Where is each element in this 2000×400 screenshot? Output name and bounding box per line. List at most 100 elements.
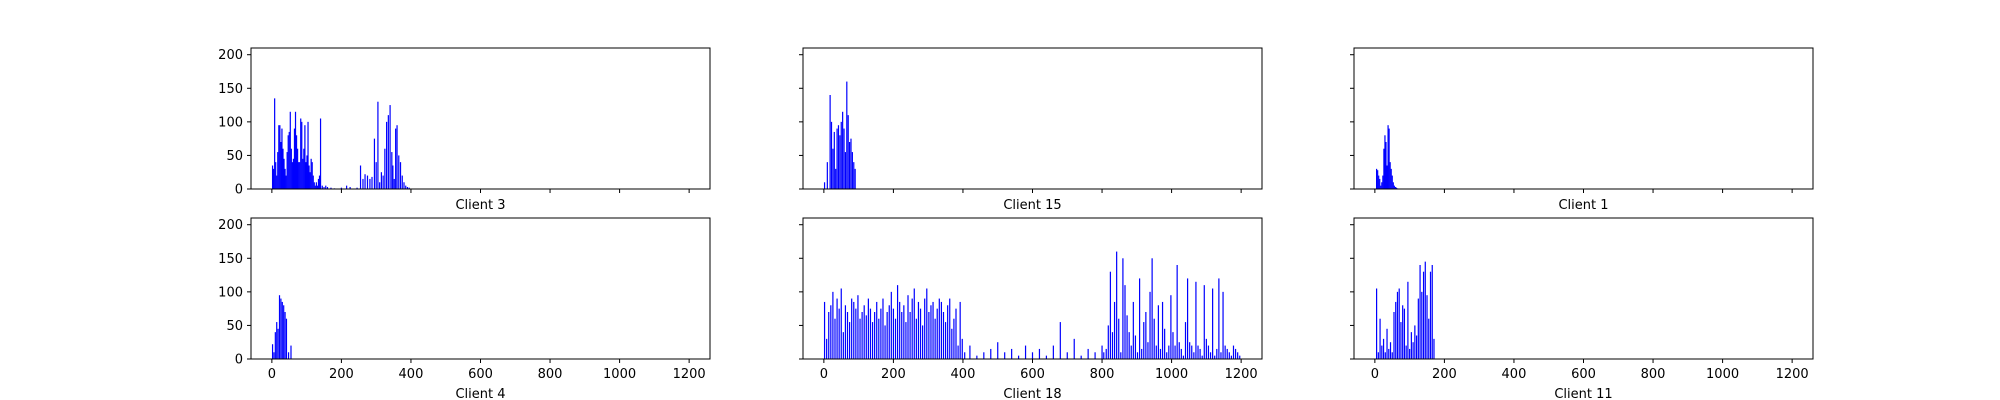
x-tick-label: 200 — [1432, 367, 1457, 382]
bar — [1017, 355, 1020, 359]
bar — [1400, 322, 1402, 359]
bars-client-1 — [1376, 125, 1399, 189]
bar — [406, 186, 409, 189]
bar — [1101, 345, 1103, 359]
bar — [1109, 271, 1111, 359]
bar — [1415, 335, 1418, 359]
bar — [876, 301, 878, 359]
bar — [1403, 308, 1406, 359]
bar — [926, 288, 928, 359]
bar — [1124, 285, 1126, 359]
x-tick-label: 400 — [399, 367, 424, 382]
bar — [1128, 332, 1130, 359]
x-tick-label: 0 — [820, 367, 828, 382]
y-tick-label: 50 — [226, 149, 243, 164]
bar — [371, 176, 373, 189]
x-axis-ticks — [823, 189, 1242, 193]
bar — [1392, 182, 1394, 189]
bar — [940, 301, 942, 359]
bar — [271, 165, 274, 189]
bar — [832, 291, 834, 359]
bar — [869, 308, 872, 359]
bar — [396, 125, 398, 189]
y-axis-ticks — [799, 54, 803, 190]
bar — [1105, 348, 1107, 359]
bars-client-4 — [271, 295, 292, 359]
bar — [874, 312, 876, 359]
bar — [1212, 288, 1214, 359]
bar — [890, 291, 892, 359]
bar — [280, 142, 282, 189]
bar — [838, 308, 840, 359]
bar — [840, 288, 842, 359]
bar — [278, 295, 281, 359]
bar — [894, 318, 897, 359]
bar — [286, 152, 288, 189]
bar — [290, 345, 292, 359]
x-axis-ticks: 0 200 400 600 800 1000 1200 — [820, 359, 1258, 382]
bar — [1390, 168, 1392, 189]
bar — [1201, 355, 1203, 359]
bar — [362, 178, 364, 189]
bar — [961, 338, 963, 359]
bar — [1153, 318, 1155, 359]
bar — [1189, 342, 1191, 359]
x-axis-label: Client 4 — [455, 387, 505, 400]
bar — [379, 182, 381, 189]
y-axis-ticks — [799, 224, 803, 360]
bar — [303, 148, 305, 189]
subplot-client-1: Client 1 — [1350, 47, 1814, 213]
bar — [930, 305, 932, 359]
bar — [969, 345, 971, 359]
bar — [983, 352, 985, 359]
bar — [295, 135, 298, 189]
bar — [292, 158, 295, 189]
bar — [850, 138, 852, 189]
bar — [298, 162, 300, 189]
bar — [861, 312, 863, 359]
bar — [924, 298, 926, 359]
bar — [321, 185, 323, 189]
bar — [307, 121, 309, 189]
bar — [305, 162, 307, 189]
bar — [1220, 352, 1222, 359]
bar — [384, 148, 386, 189]
bar — [1184, 322, 1187, 359]
bar — [1395, 301, 1397, 359]
bar — [865, 315, 867, 359]
bar — [1094, 352, 1096, 359]
bar — [1024, 345, 1027, 359]
bar — [346, 185, 348, 189]
bar — [395, 128, 397, 189]
bar — [1424, 261, 1426, 359]
bar — [871, 322, 874, 359]
bar — [829, 95, 831, 189]
bar — [1186, 278, 1189, 359]
bar — [882, 298, 884, 359]
bar — [1147, 342, 1149, 359]
bar — [1107, 325, 1109, 359]
bar — [284, 168, 286, 189]
bar — [834, 318, 836, 359]
bar — [1149, 291, 1151, 359]
x-tick-label: 800 — [538, 367, 563, 382]
bar — [1038, 348, 1041, 359]
bar — [273, 352, 275, 359]
x-tick-label: 600 — [1571, 367, 1596, 382]
x-axis-label: Client 15 — [1003, 198, 1061, 213]
bar — [1382, 338, 1385, 359]
bar — [299, 162, 301, 189]
bar — [276, 322, 278, 359]
bar — [1376, 168, 1378, 189]
bar — [1407, 281, 1409, 359]
bar — [976, 355, 978, 359]
bar — [823, 301, 826, 359]
bar — [851, 152, 853, 189]
bar — [1395, 187, 1398, 189]
bar — [283, 158, 285, 189]
x-axis-label: Client 1 — [1558, 198, 1608, 213]
bar — [1224, 345, 1226, 359]
bar — [867, 298, 869, 359]
bar — [359, 165, 362, 189]
